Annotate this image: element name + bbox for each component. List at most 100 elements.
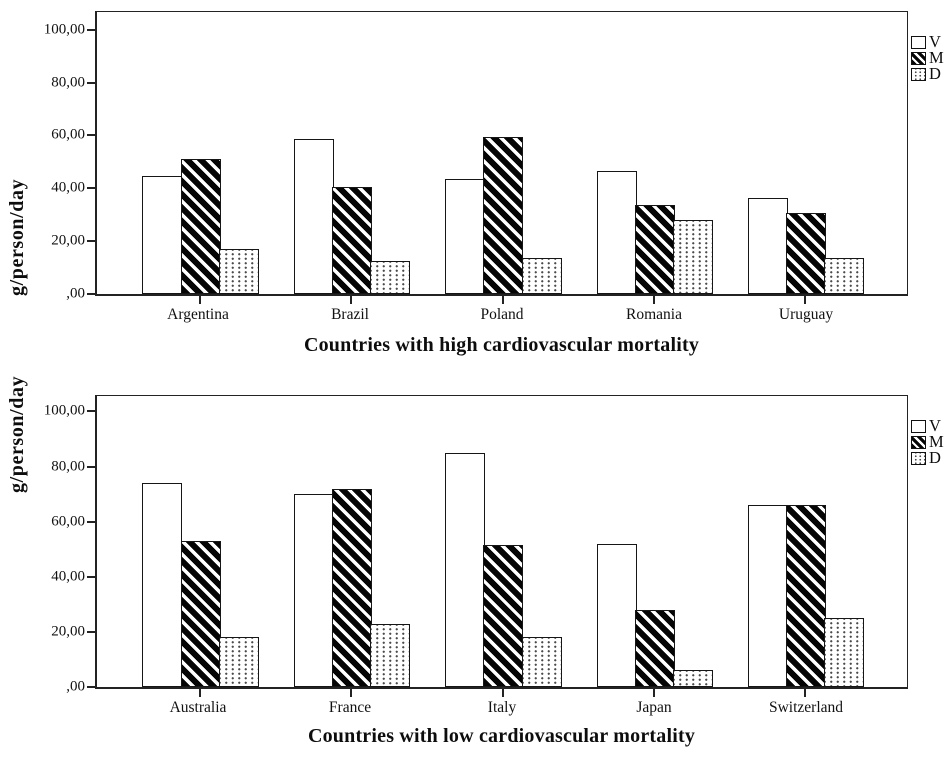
bar-m xyxy=(483,136,524,294)
bar-group-japan xyxy=(578,396,729,697)
bar-v xyxy=(142,176,183,294)
x-tick-mark xyxy=(501,296,504,304)
plot-area: ,00 20,00 40,00 60,00 80,00 100,00 xyxy=(44,395,908,697)
y-axis-label: g/person/day xyxy=(6,375,28,493)
y-tick-mark xyxy=(87,28,97,31)
category-label: France xyxy=(328,699,372,716)
bar-group-poland xyxy=(427,12,578,304)
y-tick-mark xyxy=(87,630,97,633)
x-tick-mark xyxy=(501,689,504,697)
y-tick-mark xyxy=(87,134,97,137)
bar-m xyxy=(483,545,524,687)
x-axis-category-labels: Argentina Brazil Poland Romania Uruguay xyxy=(95,306,908,324)
x-tick-mark xyxy=(198,689,201,697)
bar-v xyxy=(445,179,486,294)
bar-d xyxy=(824,618,865,687)
bar-d xyxy=(673,670,714,687)
legend: V M D xyxy=(911,416,944,468)
x-tick-mark xyxy=(804,689,807,697)
bar-m xyxy=(180,540,221,687)
x-tick-mark xyxy=(350,296,353,304)
plain-swatch-icon xyxy=(911,420,926,433)
y-tick-mark xyxy=(87,575,97,578)
y-tick-label: ,00 xyxy=(66,678,85,695)
bar-m xyxy=(332,488,372,687)
category-label: Australia xyxy=(169,699,227,716)
bar-v xyxy=(293,139,334,294)
legend-label: V xyxy=(929,416,941,436)
dots-swatch-icon xyxy=(911,68,926,81)
category-label: Romania xyxy=(626,306,682,323)
bar-group-france xyxy=(275,396,426,697)
y-tick-mark xyxy=(87,81,97,84)
y-tick-label: 60,00 xyxy=(51,126,85,143)
bar-group-argentina xyxy=(124,12,275,304)
bar-d xyxy=(370,260,411,294)
legend-label: V xyxy=(929,32,941,52)
bar-groups xyxy=(97,396,907,697)
x-tick-mark xyxy=(198,296,201,304)
bar-d xyxy=(824,258,865,294)
x-tick-mark xyxy=(350,689,353,697)
bar-group-switzerland xyxy=(730,396,881,697)
bar-group-romania xyxy=(578,12,729,304)
x-axis-title: Countries with low cardiovascular mortal… xyxy=(307,725,696,747)
y-tick-label: 80,00 xyxy=(51,74,85,91)
y-tick-mark xyxy=(87,293,97,295)
y-tick-mark xyxy=(87,240,97,243)
bar-v xyxy=(596,543,637,687)
legend-label: M xyxy=(929,432,944,452)
bar-v xyxy=(293,494,334,687)
y-tick-label: 20,00 xyxy=(51,623,85,640)
legend-label: D xyxy=(929,64,941,84)
category-label: Japan xyxy=(636,699,672,716)
bar-v xyxy=(748,505,789,687)
x-tick-mark xyxy=(652,296,655,304)
hatch-swatch-icon xyxy=(911,52,926,65)
chart-high-cardiovascular-mortality: g/person/day ,00 20,00 40,00 60,00 80,00 100,… xyxy=(6,11,944,356)
bar-d xyxy=(673,220,714,294)
y-tick-mark xyxy=(87,410,97,413)
legend-item-d: D xyxy=(911,448,944,468)
chart-low-cardiovascular-mortality: g/person/day ,00 20,00 40,00 60,00 80,00 100,… xyxy=(0,375,949,768)
legend-label: D xyxy=(929,448,941,468)
plot-area: ,00 20,00 40,00 60,00 80,00 100,00 xyxy=(44,11,908,304)
bar-v xyxy=(596,171,637,294)
legend-item-m: M xyxy=(911,48,944,68)
y-tick-label: 60,00 xyxy=(51,513,85,530)
y-tick-label: 100,00 xyxy=(43,21,85,38)
legend-item-v: V xyxy=(911,416,944,436)
bar-groups xyxy=(97,12,907,304)
bar-d xyxy=(218,637,259,687)
category-label: Italy xyxy=(487,699,517,716)
y-tick-label: ,00 xyxy=(66,285,85,302)
legend-label: M xyxy=(929,48,944,68)
y-tick-mark xyxy=(87,187,97,190)
legend: V M D xyxy=(911,32,944,84)
x-axis-category-labels: Australia France Italy Japan Switzerland xyxy=(95,699,908,717)
bar-v xyxy=(445,452,486,687)
y-tick-label: 80,00 xyxy=(51,458,85,475)
bar-m xyxy=(180,159,221,294)
dots-swatch-icon xyxy=(911,452,926,465)
hatch-swatch-icon xyxy=(911,436,926,449)
category-label: Uruguay xyxy=(778,306,834,323)
y-axis-label: g/person/day xyxy=(6,178,28,296)
bar-m xyxy=(786,505,827,687)
bar-d xyxy=(370,623,411,687)
category-label: Poland xyxy=(480,306,524,323)
bar-d xyxy=(218,249,259,294)
bar-group-italy xyxy=(427,396,578,697)
x-tick-mark xyxy=(804,296,807,304)
bar-m xyxy=(786,213,827,294)
bar-m xyxy=(634,609,675,687)
bar-group-uruguay xyxy=(730,12,881,304)
legend-item-d: D xyxy=(911,64,944,84)
category-label: Argentina xyxy=(167,306,229,323)
bar-m xyxy=(634,205,675,294)
y-tick-label: 40,00 xyxy=(51,179,85,196)
category-label: Switzerland xyxy=(768,699,844,716)
y-tick-mark xyxy=(87,465,97,468)
y-tick-mark xyxy=(87,686,97,688)
bar-v xyxy=(748,197,789,294)
